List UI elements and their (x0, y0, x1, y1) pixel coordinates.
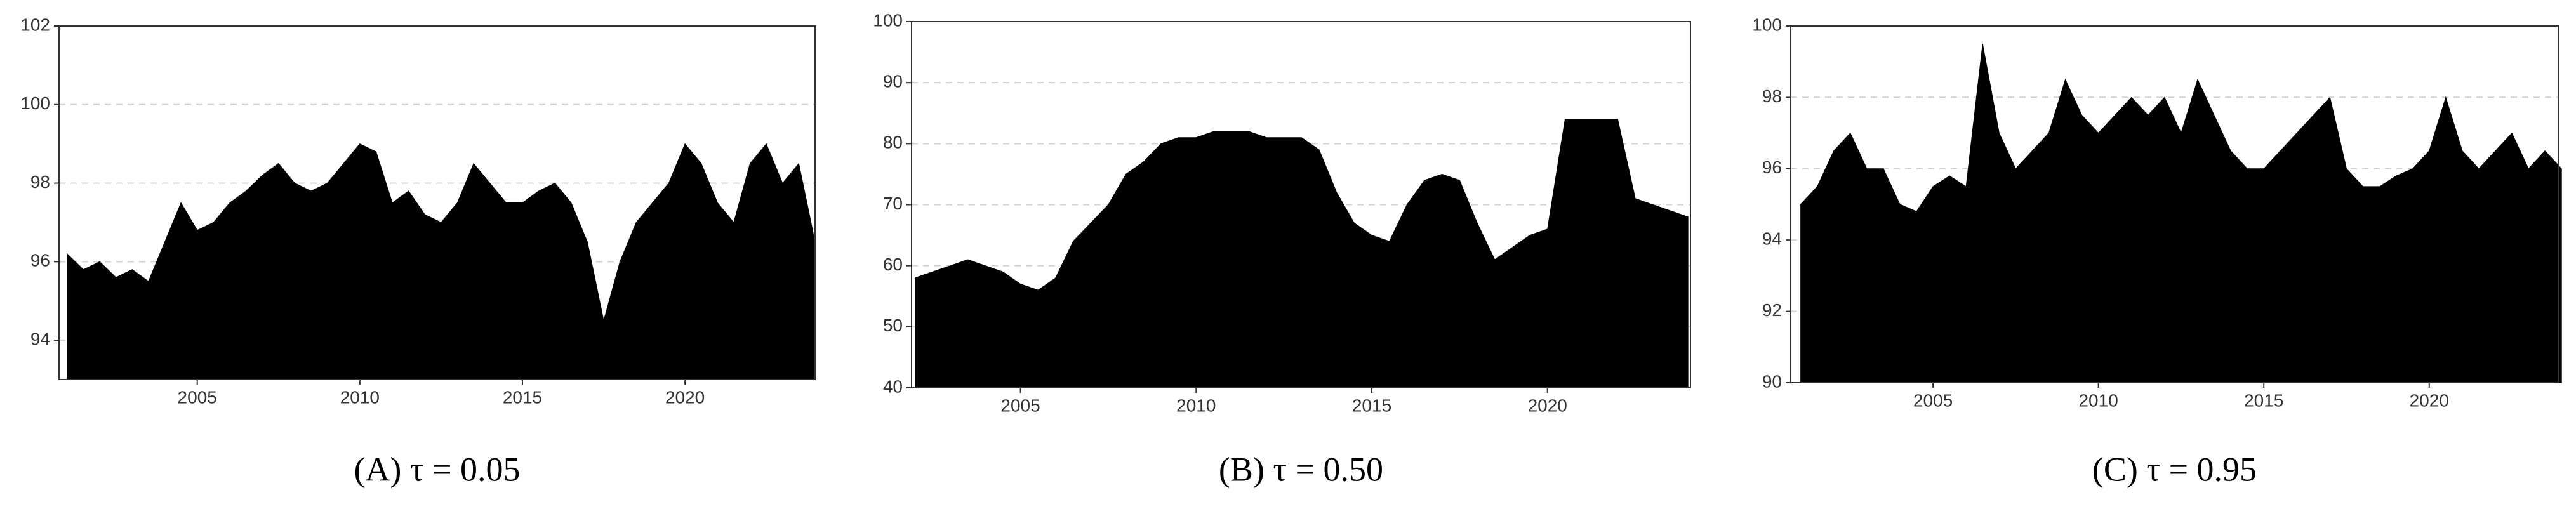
x-tick-label: 2010 (1176, 395, 1216, 415)
x-tick-label: 2005 (1000, 395, 1040, 415)
y-tick-label: 92 (1762, 300, 1782, 320)
panel: 40 50 60 70 80 90 100 2005 2010 2015 2020 (B) τ = 0… (873, 10, 1691, 488)
plot-frame (1790, 25, 2559, 383)
y-tick-label: 100 (873, 10, 903, 30)
y-tick-label: 100 (1752, 15, 1782, 34)
x-tick-label: 2020 (2410, 390, 2449, 410)
area (67, 143, 816, 380)
y-tick-label: 80 (883, 133, 903, 152)
y-tick-label: 90 (883, 72, 903, 91)
y-tick-label: 90 (1762, 371, 1782, 391)
y-tick-label: 40 (883, 376, 903, 396)
plot-frame (911, 21, 1691, 388)
x-tick-label: 2015 (2244, 390, 2283, 410)
x-tick-label: 2010 (340, 387, 380, 407)
y-tick-label: 98 (1762, 86, 1782, 106)
x-tick-label: 2015 (1352, 395, 1391, 415)
y-tick-label: 100 (20, 93, 50, 113)
y-tick-label: 102 (20, 15, 50, 34)
plot-frame (58, 25, 816, 380)
x-tick-label: 2005 (1913, 390, 1953, 410)
y-tick-label: 98 (30, 172, 50, 192)
y-tick-label: 60 (883, 255, 903, 274)
y-tick-label: 94 (1762, 229, 1782, 249)
caption: (B) τ = 0.50 (1219, 450, 1383, 488)
caption: (A) τ = 0.05 (354, 450, 520, 488)
y-tick-label: 96 (30, 251, 50, 270)
y-tick-label: 70 (883, 194, 903, 213)
area (1800, 44, 2562, 383)
x-tick-label: 2005 (178, 387, 217, 407)
y-tick-label: 96 (1762, 157, 1782, 177)
caption: (C) τ = 0.95 (2092, 450, 2257, 488)
area (915, 119, 1689, 388)
x-tick-label: 2020 (665, 387, 705, 407)
x-tick-label: 2020 (1528, 395, 1567, 415)
y-tick-label: 50 (883, 315, 903, 335)
x-tick-label: 2015 (503, 387, 542, 407)
panel: 94 96 98 100 102 2005 2010 2015 2020 (A) τ = 0.05 (20, 15, 816, 488)
y-tick-label: 94 (30, 329, 50, 349)
x-tick-label: 2010 (2078, 390, 2118, 410)
panel: 90 92 94 96 98 100 2005 2010 2015 2020 (C) τ = 0.9… (1752, 15, 2562, 488)
